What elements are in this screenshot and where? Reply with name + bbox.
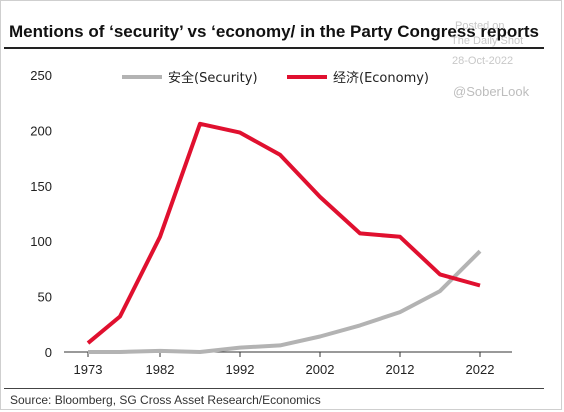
y-tick-label: 50: [38, 290, 52, 305]
series-line-security: [88, 249, 482, 354]
series-lines: [86, 121, 482, 354]
legend-label: 经济(Economy): [333, 71, 429, 86]
y-tick-label: 200: [30, 123, 52, 138]
source-divider: [4, 388, 544, 389]
x-tick-label: 2022: [466, 362, 495, 377]
y-tick-label: 0: [45, 345, 52, 360]
watermark-date: 28-Oct-2022: [452, 55, 514, 67]
y-tick-labels: 0 50 100 150 200 250: [30, 68, 52, 360]
x-tick-label: 1992: [226, 362, 255, 377]
watermark-brand: The Daily Shot: [451, 35, 524, 47]
x-tick-label: 1982: [146, 362, 175, 377]
y-tick-label: 250: [30, 68, 52, 83]
x-tick-labels: 1973 1982 1992 2002 2012 2022: [74, 352, 495, 377]
x-tick-label: 1973: [74, 362, 103, 377]
chart-legend: 安全(Security) 经济(Economy): [122, 70, 429, 86]
x-tick-label: 2012: [386, 362, 415, 377]
y-tick-label: 100: [30, 234, 52, 249]
legend-label: 安全(Security): [168, 70, 258, 86]
source-note: Source: Bloomberg, SG Cross Asset Resear…: [10, 393, 321, 407]
series-line-economy: [86, 121, 481, 345]
y-tick-label: 150: [30, 179, 52, 194]
x-tick-label: 2002: [306, 362, 335, 377]
watermark-posted-on: Posted on: [455, 20, 505, 32]
title-underline: [4, 47, 544, 49]
watermark-handle: @SoberLook: [453, 84, 530, 99]
chart-title: Mentions of ‘security’ vs ‘economy/ in t…: [9, 22, 539, 41]
